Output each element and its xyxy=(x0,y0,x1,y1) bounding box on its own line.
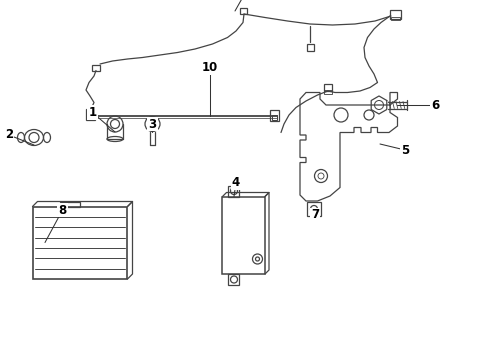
Text: 4: 4 xyxy=(231,176,240,189)
Bar xyxy=(86,109,95,120)
Bar xyxy=(222,197,264,274)
Bar xyxy=(92,64,100,71)
Bar xyxy=(228,185,239,197)
Text: 8: 8 xyxy=(58,203,66,216)
Text: 1: 1 xyxy=(88,106,96,119)
Bar xyxy=(228,274,239,285)
Bar xyxy=(306,202,320,216)
Bar xyxy=(324,84,331,91)
Text: 3: 3 xyxy=(148,117,156,130)
Text: 5: 5 xyxy=(400,144,408,157)
Bar xyxy=(324,90,331,94)
Bar xyxy=(60,202,80,207)
Bar xyxy=(390,17,399,20)
Text: 7: 7 xyxy=(310,208,318,221)
Bar xyxy=(88,113,93,118)
Bar xyxy=(307,45,314,50)
Bar xyxy=(269,110,279,121)
Bar xyxy=(32,207,127,279)
Text: 2: 2 xyxy=(5,129,13,141)
Text: 6: 6 xyxy=(430,99,438,112)
Bar xyxy=(240,8,247,14)
Bar xyxy=(389,10,400,19)
Bar xyxy=(271,114,276,120)
Text: 10: 10 xyxy=(202,61,218,74)
